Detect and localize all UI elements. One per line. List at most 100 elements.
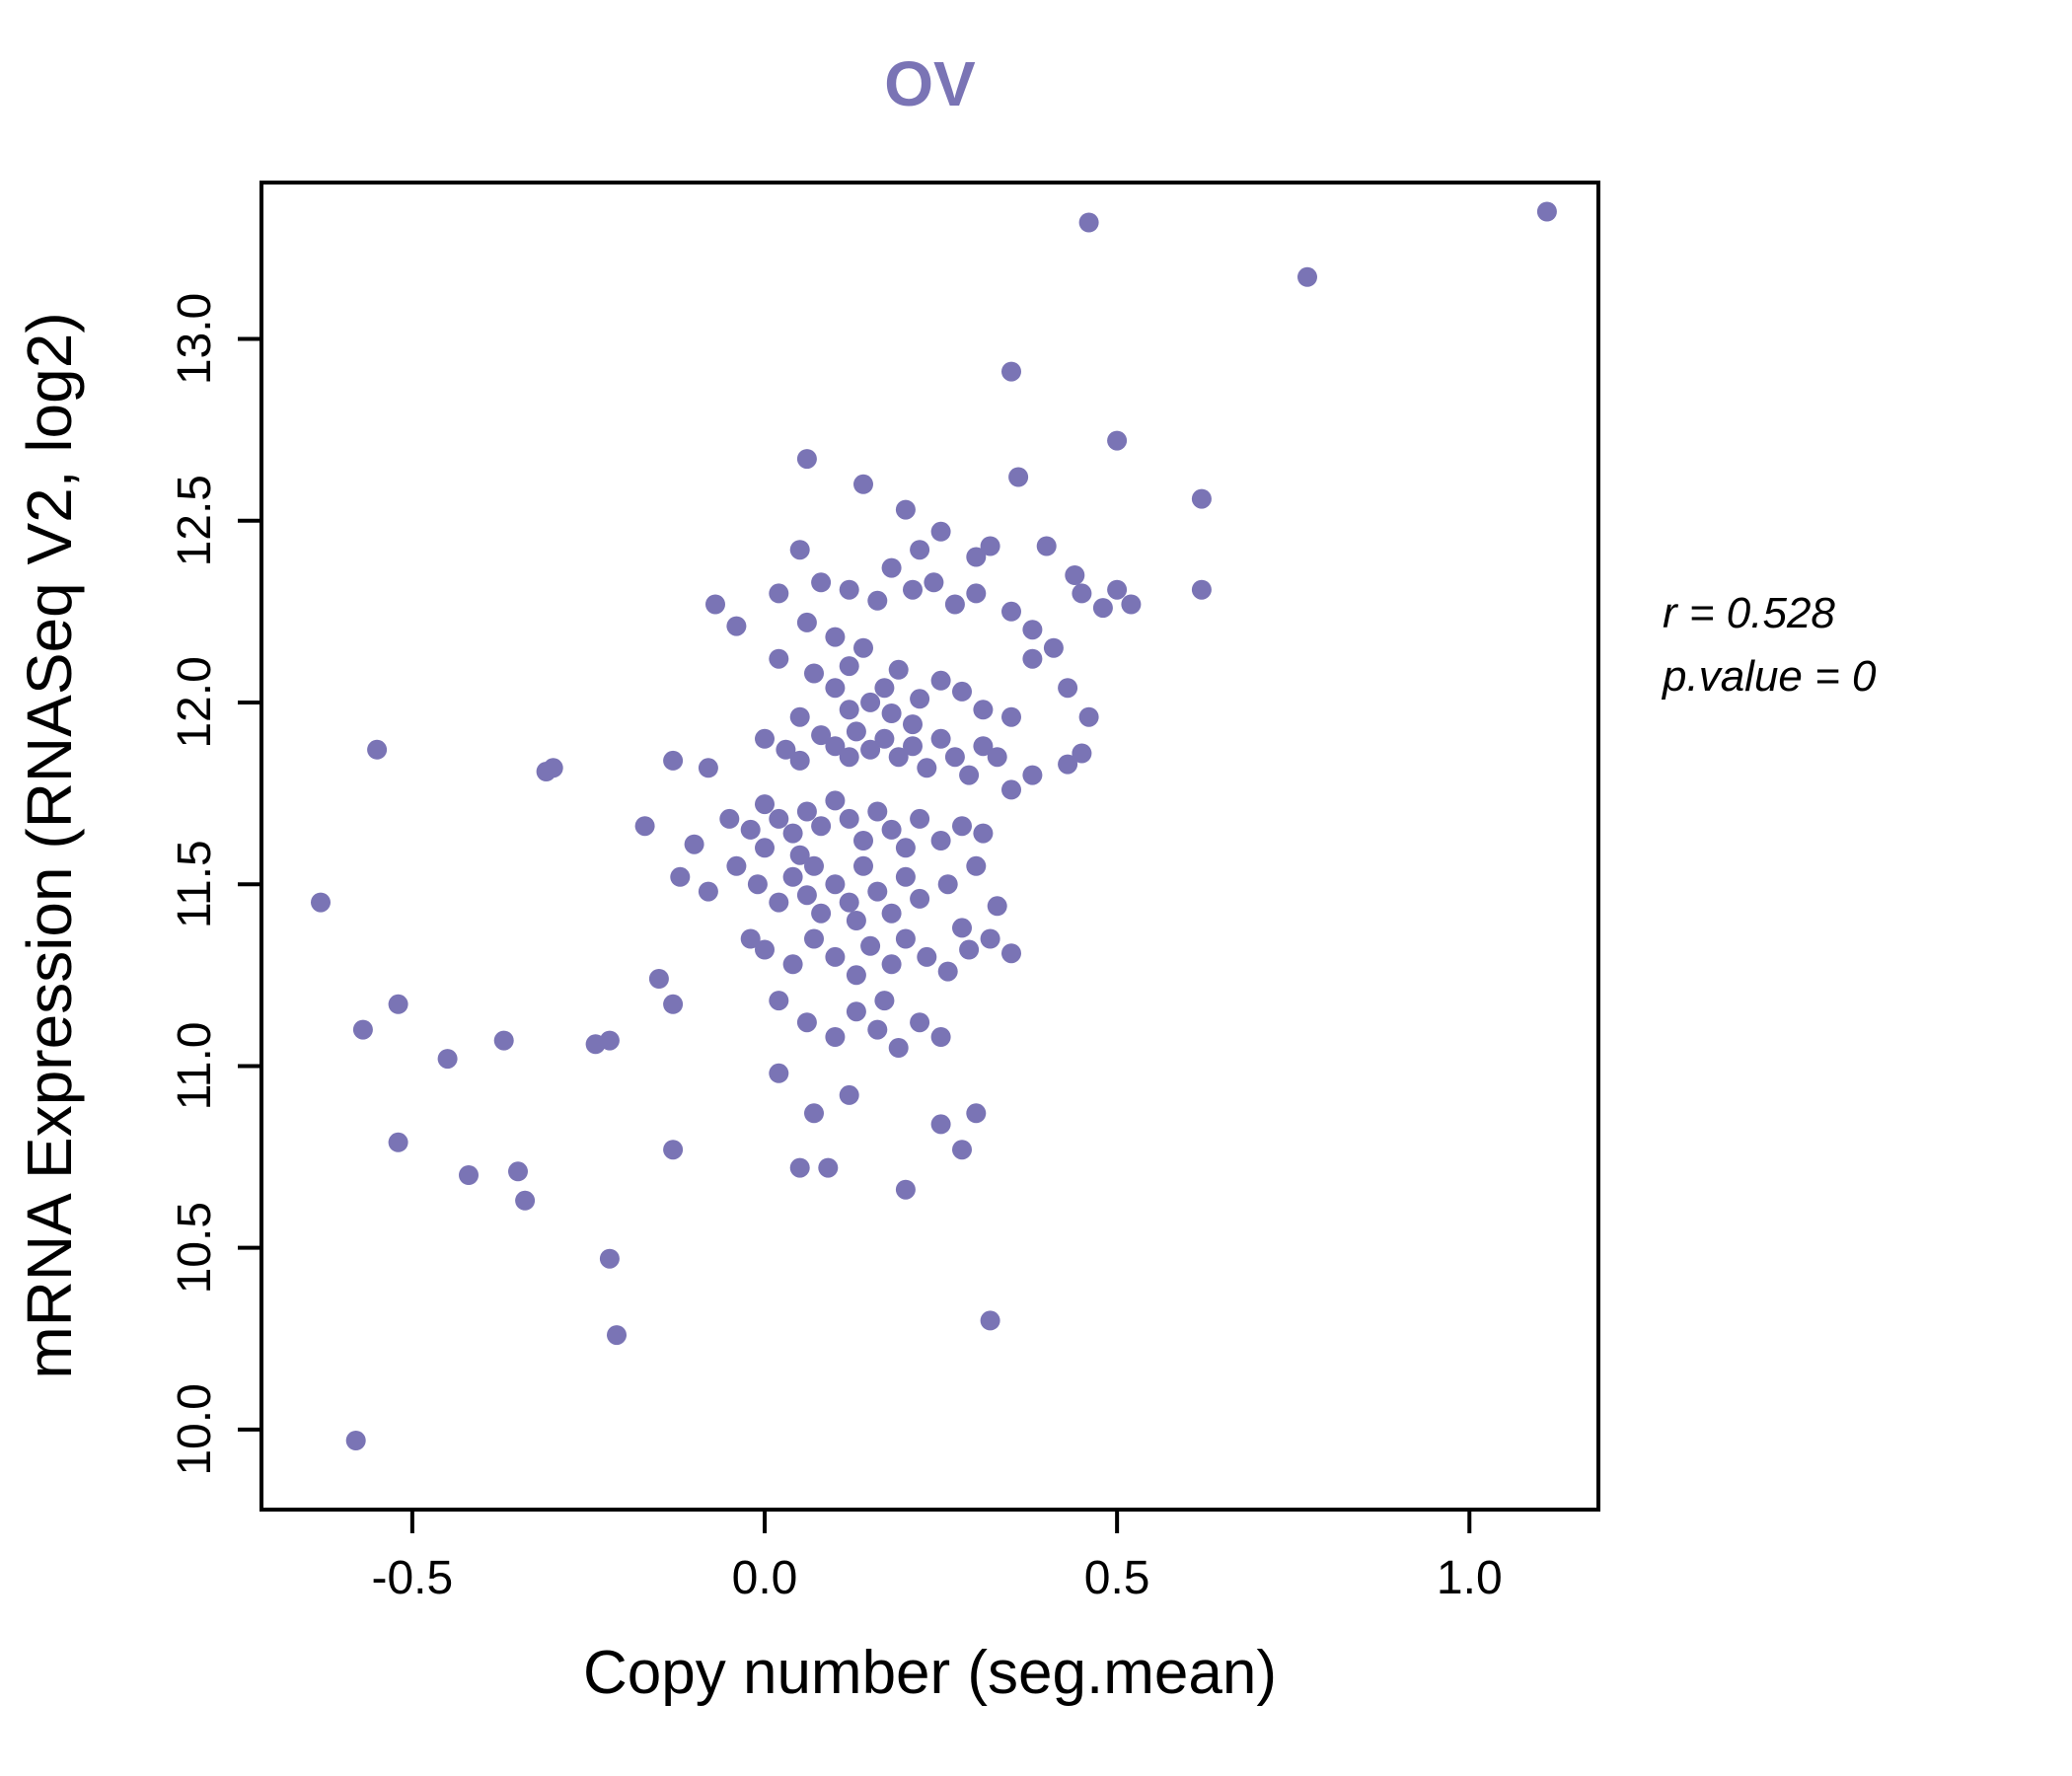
- data-point: [1022, 620, 1043, 640]
- x-tick-label: -0.5: [371, 1552, 453, 1604]
- data-point: [698, 881, 718, 902]
- x-tick-label: 1.0: [1437, 1552, 1503, 1604]
- data-point: [1297, 266, 1317, 287]
- data-point: [345, 1431, 366, 1450]
- data-point: [388, 994, 408, 1014]
- data-point: [903, 714, 923, 735]
- data-point: [769, 648, 789, 669]
- data-point: [895, 866, 916, 887]
- data-point: [740, 928, 761, 949]
- data-point: [663, 750, 684, 771]
- data-point: [648, 969, 669, 989]
- data-point: [663, 1140, 684, 1160]
- data-point: [944, 747, 965, 768]
- data-point: [493, 1030, 514, 1051]
- data-point: [740, 819, 761, 840]
- x-tick-label: 0.5: [1084, 1552, 1150, 1604]
- data-point: [825, 790, 846, 811]
- data-point: [966, 855, 987, 876]
- data-point: [881, 703, 902, 723]
- data-point: [1058, 678, 1078, 699]
- data-point: [818, 1157, 839, 1178]
- data-point: [980, 536, 1000, 556]
- data-point: [888, 1038, 909, 1058]
- data-point: [634, 816, 655, 837]
- data-point: [937, 961, 958, 982]
- data-point: [769, 1063, 789, 1083]
- y-tick-label: 12.5: [169, 475, 221, 566]
- data-point: [973, 823, 994, 844]
- data-point: [874, 991, 895, 1011]
- data-point: [952, 918, 972, 938]
- plot-border: [259, 181, 1600, 1512]
- data-point: [796, 1012, 817, 1033]
- data-point: [966, 547, 987, 567]
- data-point: [1191, 488, 1212, 509]
- data-point: [930, 831, 951, 851]
- data-point: [959, 765, 980, 785]
- data-point: [804, 928, 824, 949]
- data-point: [910, 808, 930, 829]
- y-tick-label: 10.0: [169, 1383, 221, 1475]
- data-point: [789, 1157, 810, 1178]
- data-point: [459, 1165, 479, 1185]
- data-point: [769, 892, 789, 913]
- data-point: [980, 928, 1000, 949]
- data-point: [888, 747, 909, 768]
- data-point: [1001, 601, 1021, 622]
- data-point: [726, 855, 747, 876]
- data-point: [846, 911, 866, 930]
- data-point: [867, 881, 888, 902]
- data-point: [1001, 943, 1021, 964]
- data-point: [1001, 779, 1021, 800]
- data-point: [1092, 598, 1113, 619]
- data-point: [966, 583, 987, 604]
- data-point: [825, 736, 846, 757]
- data-point: [888, 659, 909, 680]
- data-point: [719, 808, 740, 829]
- data-point: [987, 747, 1007, 768]
- data-point: [684, 834, 704, 854]
- data-point: [782, 823, 803, 844]
- data-point: [973, 736, 994, 757]
- data-point: [853, 637, 873, 658]
- data-point: [437, 1049, 458, 1070]
- data-point: [839, 808, 859, 829]
- data-point: [853, 831, 873, 851]
- data-point: [930, 670, 951, 691]
- data-point: [952, 816, 972, 837]
- data-point: [903, 579, 923, 600]
- x-tick-label: 0.0: [732, 1552, 798, 1604]
- data-point: [804, 1103, 824, 1124]
- data-point: [874, 728, 895, 749]
- y-tick-label: 11.5: [169, 840, 221, 928]
- data-point: [1065, 565, 1085, 585]
- data-point: [874, 678, 895, 699]
- data-point: [860, 935, 881, 956]
- data-point: [782, 954, 803, 975]
- data-point: [769, 808, 789, 829]
- data-point: [755, 794, 775, 815]
- data-point: [796, 449, 817, 470]
- data-point: [966, 1103, 987, 1124]
- data-point: [1536, 201, 1557, 222]
- data-point: [663, 994, 684, 1014]
- data-point: [860, 739, 881, 760]
- data-point: [930, 728, 951, 749]
- data-point: [789, 540, 810, 560]
- stat-r-value: r = 0.528: [1663, 589, 1835, 637]
- data-point: [895, 1179, 916, 1200]
- y-tick-label: 10.5: [169, 1202, 221, 1294]
- data-point: [705, 594, 725, 615]
- data-point: [846, 1001, 866, 1022]
- data-point: [987, 896, 1007, 917]
- data-point: [839, 700, 859, 720]
- data-point: [1043, 637, 1064, 658]
- data-point: [789, 845, 810, 865]
- data-point: [811, 572, 832, 593]
- data-point: [796, 885, 817, 906]
- data-point: [755, 838, 775, 858]
- data-point: [726, 616, 747, 636]
